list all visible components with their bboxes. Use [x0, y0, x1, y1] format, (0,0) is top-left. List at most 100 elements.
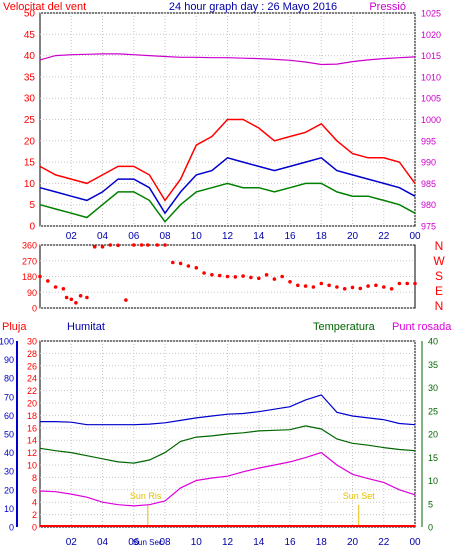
- humidity-tick: 6: [32, 485, 37, 495]
- direction-point: [186, 264, 191, 268]
- wind-speed-tick: 0: [29, 222, 35, 233]
- pressure-tick: 1020: [421, 30, 441, 40]
- wind-x-tick: 14: [253, 231, 265, 242]
- temperature-tick: 35: [428, 360, 438, 370]
- direction-point: [61, 287, 66, 291]
- rain-tick: 80: [4, 374, 14, 384]
- direction-point: [342, 287, 347, 291]
- wind-speed-tick: 10: [24, 179, 36, 190]
- sunset-label: Sun Set: [343, 491, 376, 501]
- temperature-x-tick: 00: [409, 537, 421, 548]
- series-humidity: [40, 394, 416, 426]
- direction-point: [374, 283, 378, 288]
- temperature-tick: 40: [428, 337, 438, 347]
- direction-point: [327, 283, 331, 288]
- temperature-x-tick: 22: [378, 537, 390, 548]
- direction-point: [92, 245, 97, 249]
- wind-speed-label: Velocitat del vent: [3, 1, 86, 13]
- pressure-tick: 985: [421, 179, 436, 189]
- temperature-axis: 0 5 10 15 20 25 30 35 40: [428, 337, 438, 533]
- humidity-tick: 24: [27, 374, 37, 384]
- direction-point: [69, 297, 74, 302]
- series-min: [39, 182, 416, 223]
- temperature-x-tick: 06: [128, 537, 140, 548]
- humidity-tick: 20: [27, 399, 37, 409]
- humidity-tick: 0: [32, 523, 37, 533]
- wind-speed-tick: 35: [24, 72, 36, 83]
- temperature-tick: 0: [428, 523, 433, 533]
- direction-point: [139, 243, 144, 247]
- humidity-tick: 30: [27, 337, 37, 347]
- chart-title: 24 hour graph day : 26 Mayo 2016: [169, 1, 337, 13]
- temperature-tick: 30: [428, 383, 438, 393]
- temperature-tick: 5: [428, 499, 433, 509]
- direction-tick: 90: [27, 288, 37, 298]
- direction-point: [264, 273, 269, 277]
- temperature-x-tick: 12: [222, 537, 234, 548]
- direction-point: [116, 243, 120, 248]
- temperature-label: Temperatura: [313, 321, 376, 333]
- series-dewpoint: [39, 451, 416, 507]
- wind-x-tick: 12: [222, 231, 234, 242]
- pressure-tick: 1025: [421, 9, 441, 19]
- rain-tick: 10: [4, 504, 14, 514]
- wind-x-tick: 08: [159, 231, 171, 242]
- humidity-tick: 14: [27, 436, 37, 446]
- direction-point: [78, 294, 83, 298]
- direction-point: [163, 243, 167, 247]
- wind-speed-tick: 5: [29, 200, 35, 211]
- rain-tick: 30: [4, 467, 14, 477]
- direction-point: [241, 274, 245, 278]
- wind-speed-axis: 0 5 10 15 20 25 30 35 40 45 50: [24, 9, 36, 233]
- pressure-tick: 975: [421, 222, 436, 232]
- temperature-grid: [40, 340, 416, 528]
- humidity-tick: 8: [32, 473, 37, 483]
- direction-point: [389, 287, 394, 291]
- direction-point: [249, 275, 253, 280]
- temperature-x-tick: 10: [191, 537, 203, 548]
- direction-point: [397, 281, 402, 286]
- direction-point: [64, 295, 69, 300]
- direction-point: [296, 283, 300, 288]
- wind-speed-tick: 30: [24, 94, 36, 105]
- direction-point: [382, 285, 386, 289]
- series-avg: [39, 156, 416, 215]
- direction-point: [132, 243, 136, 247]
- direction-point: [366, 284, 370, 288]
- wind-x-tick: 22: [378, 231, 390, 242]
- direction-tick: 0: [32, 304, 37, 314]
- direction-point: [108, 243, 113, 247]
- humidity-tick: 2: [32, 510, 37, 520]
- humidity-tick: 12: [27, 448, 37, 458]
- direction-point: [303, 284, 308, 288]
- temperature-x-tick: 18: [316, 537, 328, 548]
- humidity-tick: 18: [27, 411, 37, 421]
- temperature-x-tick: 14: [253, 537, 265, 548]
- temperature-x-tick: 20: [347, 537, 359, 548]
- direction-point: [85, 295, 89, 300]
- humidity-tick: 26: [27, 361, 37, 371]
- sun-markers: Sun Ris Sun Set Sun Sec: [130, 491, 375, 547]
- rain-tick: 0: [9, 523, 14, 533]
- direction-point: [74, 301, 78, 305]
- direction-points: [38, 243, 417, 305]
- temperature-tick: 25: [428, 406, 438, 416]
- direction-point: [146, 243, 150, 247]
- pressure-tick: 1000: [421, 115, 441, 125]
- direction-point: [280, 274, 285, 279]
- temperature-x-tick: 02: [66, 537, 78, 548]
- humidity-label: Humitat: [67, 321, 105, 333]
- wind-x-tick: 20: [347, 231, 359, 242]
- wind-x-tick: 06: [128, 231, 140, 242]
- temperature-tick: 15: [428, 453, 438, 463]
- direction-point: [53, 285, 58, 289]
- wind-speed-tick: 20: [24, 136, 36, 147]
- series-gust: [39, 118, 416, 202]
- temperature-x-axis: 02 04 06 08 10 12 14 16 18 20 22 00: [66, 537, 421, 548]
- temperature-series: [39, 394, 416, 507]
- direction-point: [155, 243, 159, 247]
- direction-point: [257, 276, 261, 281]
